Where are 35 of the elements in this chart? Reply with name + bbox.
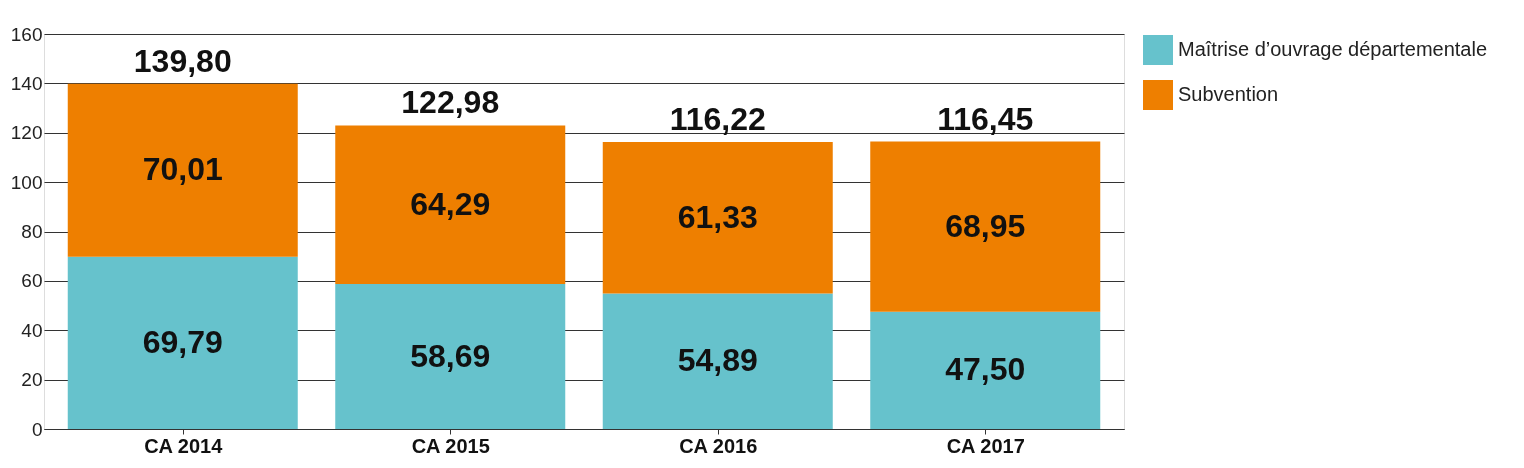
bar <box>335 284 566 429</box>
total-label: 116,22 <box>669 101 766 138</box>
y-tick-label: 160 <box>10 23 43 45</box>
data-label: 69,79 <box>142 323 223 360</box>
y-tick-label: 60 <box>21 270 43 292</box>
data-label: 70,01 <box>142 151 223 188</box>
y-tick-label: 0 <box>31 418 43 440</box>
data-label: 58,69 <box>410 337 491 374</box>
total-label: 116,45 <box>937 100 1034 137</box>
x-tick-label: CA 2015 <box>411 434 490 457</box>
total-label: 139,80 <box>133 42 232 79</box>
data-label: 47,50 <box>945 351 1026 388</box>
x-tick-label: CA 2017 <box>946 434 1025 457</box>
data-label: 68,95 <box>945 207 1026 244</box>
bar <box>602 142 833 294</box>
bar <box>67 83 298 257</box>
bar <box>870 141 1101 312</box>
x-tick-label: CA 2016 <box>679 434 758 457</box>
y-tick-label: 100 <box>10 171 43 193</box>
total-label: 122,98 <box>401 84 500 121</box>
y-tick-label: 80 <box>21 221 43 242</box>
legend-label: Subvention <box>1178 83 1279 105</box>
data-label: 61,33 <box>677 198 758 235</box>
y-tick-label: 120 <box>10 122 43 144</box>
legend-label: Maîtrise d’ouvrage départementale <box>1178 38 1488 60</box>
bar <box>67 256 298 429</box>
y-tick-label: 40 <box>21 319 43 341</box>
y-tick-label: 140 <box>10 72 43 94</box>
data-label: 54,89 <box>677 342 758 379</box>
bar <box>870 311 1101 429</box>
data-label: 64,29 <box>410 185 491 222</box>
bar <box>335 125 566 285</box>
bar <box>602 293 833 429</box>
y-tick-label: 20 <box>21 369 43 391</box>
x-tick-label: CA 2014 <box>144 434 224 457</box>
